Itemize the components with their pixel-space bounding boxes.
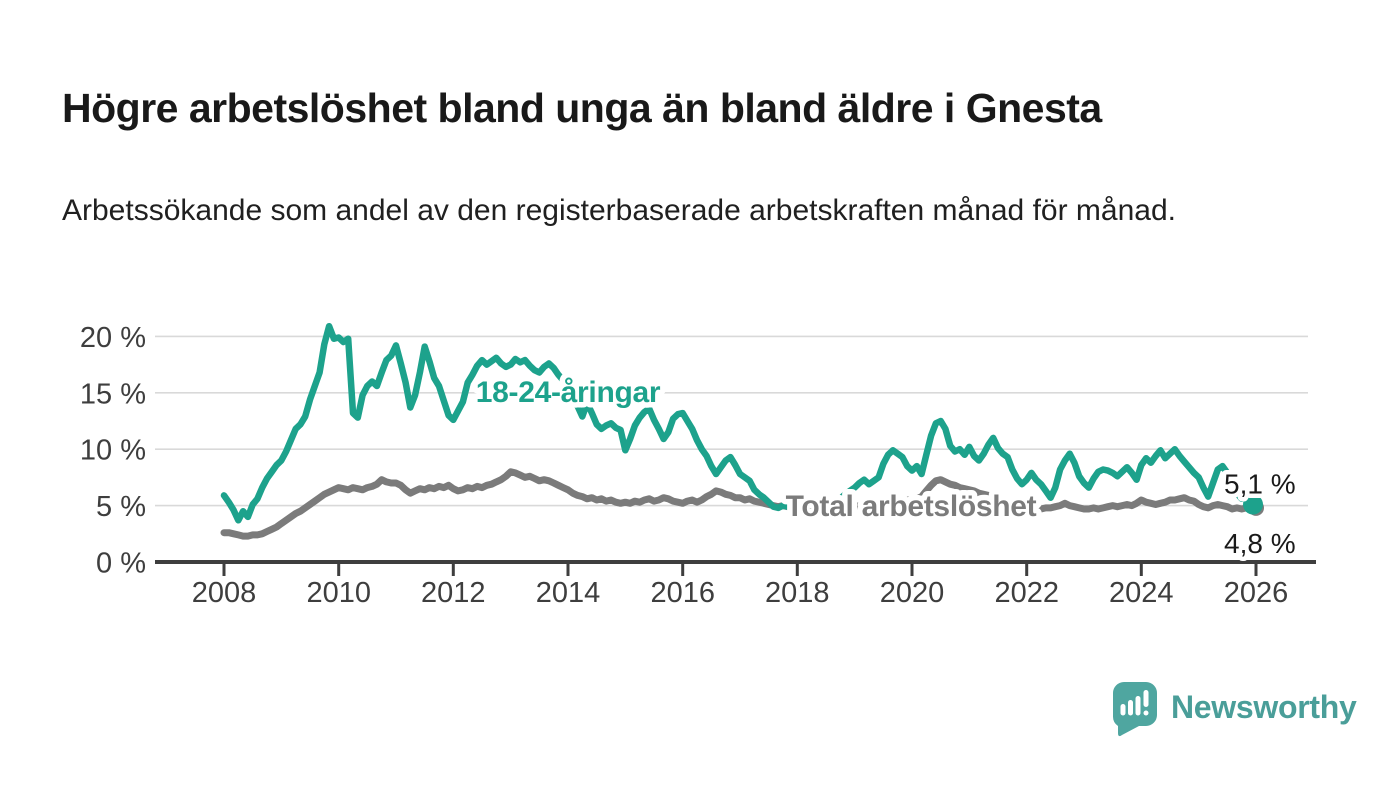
x-tick-label-2016: 2016 (650, 577, 715, 609)
bar-1 (1120, 704, 1126, 716)
x-tick-label-2012: 2012 (421, 577, 486, 609)
bubble-shape (1112, 682, 1157, 737)
y-tick-label-20: 20 % (80, 322, 146, 354)
end-value-label-youth: 5,1 % (1224, 469, 1296, 500)
end-value-label-total: 4,8 % (1224, 528, 1296, 559)
x-tick-label-2024: 2024 (1109, 577, 1174, 609)
bar-2 (1128, 700, 1133, 716)
x-tick-label-2022: 2022 (994, 577, 1059, 609)
chart-area: 0 % 5 % 10 % 15 % 20 % 2008 2010 2012 2014 2016 20… (0, 290, 1400, 640)
x-tick-label-2026: 2026 (1224, 577, 1289, 609)
x-tick-label-2008: 2008 (192, 577, 257, 609)
brand-name: Newsworthy (1171, 688, 1357, 725)
series-line-0 (220, 468, 1260, 540)
speech-bubble-chart-icon (1112, 682, 1157, 737)
chart-subtitle: Arbetssökande som andel av den registerb… (62, 194, 1176, 227)
x-tick-label-2010: 2010 (306, 577, 371, 609)
newsworthy-logo: Newsworthy (1112, 682, 1357, 737)
y-tick-label-10: 10 % (80, 435, 146, 467)
y-tick-label-15: 15 % (80, 378, 146, 410)
exclamation-stem (1143, 690, 1149, 707)
exclamation-dot (1143, 710, 1149, 716)
bar-3 (1135, 696, 1141, 716)
x-tick-label-2018: 2018 (765, 577, 830, 609)
page-title: Högre arbetslöshet bland unga än bland ä… (62, 85, 1102, 132)
y-tick-label-0: 0 % (96, 548, 146, 580)
y-tick-label-5: 5 % (96, 491, 146, 523)
x-tick-label-2020: 2020 (880, 577, 945, 609)
unemployment-line-chart: 0 % 5 % 10 % 15 % 20 % 2008 2010 2012 2014 2016 20… (80, 322, 1316, 609)
series-label-0: Total arbetslöshet (786, 490, 1037, 523)
end-dot-youth (1243, 494, 1263, 515)
x-tick-label-2014: 2014 (536, 577, 601, 609)
series-line-1 (220, 322, 1260, 524)
series-label-1: 18-24-åringar (476, 376, 661, 409)
